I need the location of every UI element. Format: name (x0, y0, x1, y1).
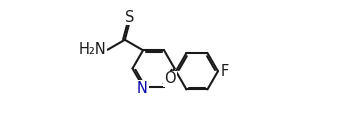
Text: S: S (125, 10, 135, 25)
Text: O: O (164, 72, 176, 86)
Text: H₂N: H₂N (78, 42, 106, 57)
Text: N: N (137, 81, 148, 96)
Text: F: F (221, 64, 229, 79)
